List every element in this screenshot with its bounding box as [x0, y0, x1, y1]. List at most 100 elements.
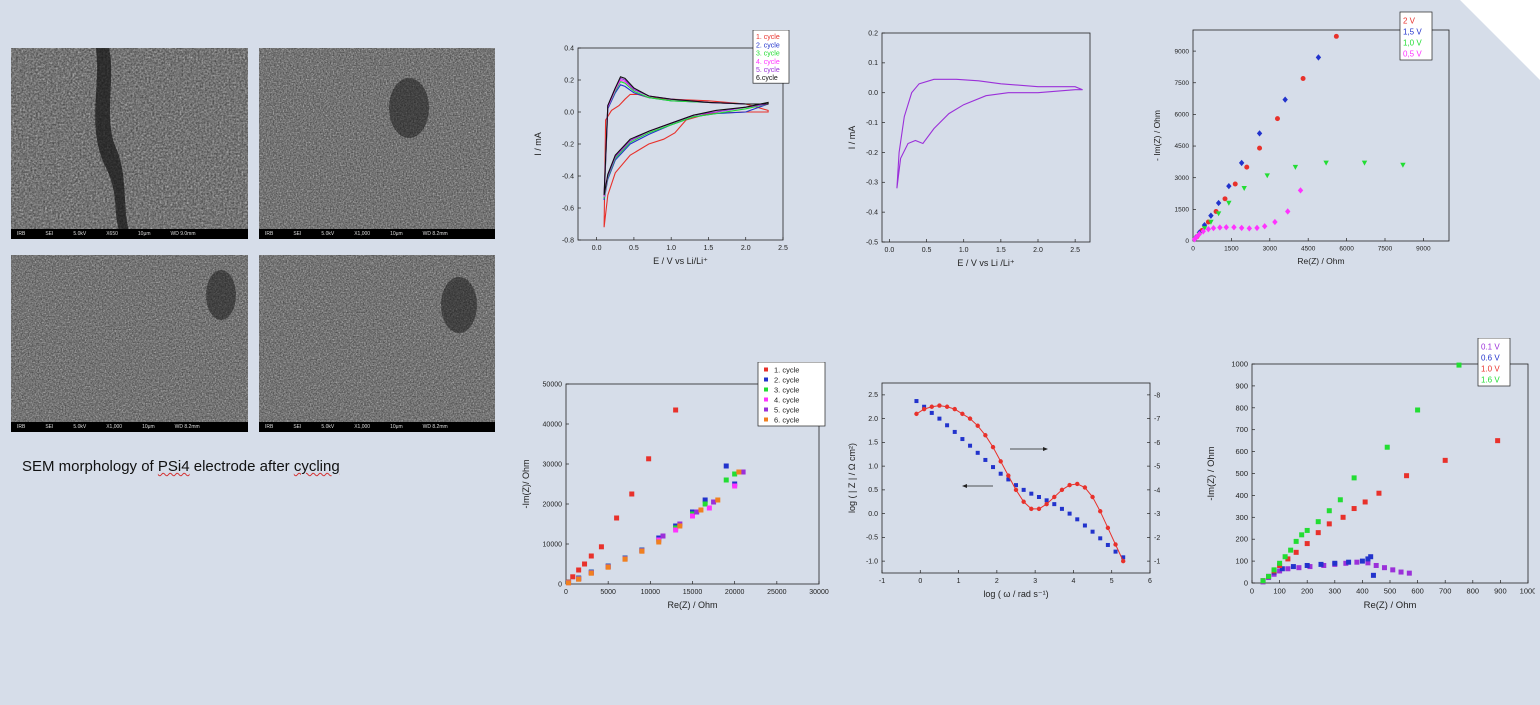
series-2-point: [1067, 482, 1072, 488]
y-tick-label: 6000: [1175, 112, 1190, 119]
series-2-point: [1036, 506, 1042, 512]
legend-label: 6. cycle: [774, 416, 799, 425]
y-tick-label: 200: [1235, 535, 1248, 544]
series-1-line: [603, 93, 769, 228]
series-1-point: [1075, 517, 1080, 522]
y-tick-label: 300: [1235, 513, 1248, 522]
series-2-point: [1021, 499, 1026, 504]
series-4-point: [1456, 362, 1462, 368]
y-tick-label: 0.1: [868, 60, 878, 67]
series-4-point: [1271, 567, 1277, 573]
series-2-point: [1208, 212, 1214, 219]
series-2-point: [1238, 159, 1245, 167]
x-tick-label: 1.0: [959, 247, 969, 254]
y-tick-label: 10000: [543, 541, 563, 548]
series-3-point: [1304, 541, 1310, 547]
plot-frame: [1192, 29, 1450, 242]
series-2-point: [1113, 542, 1118, 547]
series-4-point: [1326, 508, 1332, 514]
caption-text-4: cycling: [293, 458, 340, 475]
y-tick-label: 2.5: [868, 392, 878, 399]
series-6-point: [698, 507, 704, 513]
legend-label: 6.cycle: [756, 75, 778, 82]
legend-swatch: [764, 397, 768, 402]
series-2-point: [914, 411, 919, 417]
x-tick-label: 5: [1110, 578, 1114, 585]
legend-swatch: [764, 407, 768, 412]
x-tick-label: 800: [1467, 587, 1480, 596]
x-axis-label: E / V vs Li /Li⁺: [957, 258, 1015, 268]
x-tick-label: 5000: [600, 589, 616, 596]
series-4-point: [1315, 519, 1321, 525]
series-1-point: [960, 437, 965, 442]
series-1-point: [1222, 196, 1228, 202]
series-1-point: [1275, 116, 1280, 122]
series-1-point: [1232, 181, 1238, 187]
series-1-point: [1006, 477, 1011, 482]
series-2-point: [983, 433, 988, 438]
series-2-point: [1059, 487, 1065, 493]
x-tick-label: 200: [1301, 587, 1314, 596]
series-6-line: [603, 76, 769, 196]
y-tick-label: -0.4: [866, 209, 878, 216]
x-tick-label: 1.0: [666, 245, 676, 252]
series-1-point: [1300, 76, 1306, 82]
series-4-point: [1246, 225, 1253, 232]
legend-label: 0.6 V: [1481, 353, 1500, 362]
series-1-point: [945, 423, 950, 428]
x-tick-label: 30000: [809, 589, 829, 596]
x-tick-label: 300: [1329, 587, 1342, 596]
series-4-point: [1231, 224, 1237, 231]
series-4-point: [1351, 475, 1357, 481]
legend-box: [1399, 11, 1433, 61]
series-6-point: [588, 570, 594, 576]
y-tick-label: 50000: [543, 381, 563, 388]
x-tick-label: -1: [879, 578, 885, 585]
series-4-point: [1299, 532, 1305, 538]
series-1-point: [1381, 565, 1387, 571]
series-3-point: [1326, 521, 1332, 527]
x-tick-label: 10000: [641, 589, 661, 596]
series-4-point: [1285, 208, 1291, 215]
series-2-point: [1044, 501, 1049, 507]
series-1-point: [614, 515, 620, 521]
y-tick-label: 600: [1235, 447, 1248, 456]
sem-texture: [259, 255, 495, 432]
series-1-point: [1354, 559, 1360, 565]
series-3-point: [1215, 211, 1222, 217]
sem-image-4: IRB SEI 5.0kV X1,000 10μm WD 8.2mm: [259, 255, 495, 432]
plot-frame: [881, 382, 1151, 574]
x-tick-label: 15000: [683, 589, 703, 596]
sem-caption: SEM morphology of PSi4 electrode after c…: [22, 458, 340, 475]
series-3-point: [1495, 438, 1501, 444]
series-2-point: [1346, 559, 1352, 565]
series-5-point: [660, 533, 666, 539]
y-tick-label: 30000: [543, 461, 563, 468]
series-2-point: [1052, 494, 1057, 500]
arrow-head: [962, 484, 967, 488]
x-tick-label: 0: [918, 578, 922, 585]
x-tick-label: 1.5: [704, 245, 714, 252]
series-1-point: [968, 443, 973, 448]
series-2-point: [1075, 481, 1080, 487]
series-1-point: [1277, 568, 1283, 574]
y2-tick-label: -60: [1154, 440, 1160, 447]
x-tick-label: 25000: [767, 589, 787, 596]
series-2-point: [1006, 473, 1011, 478]
series-1-point: [1296, 565, 1302, 571]
y-tick-label: 1500: [1175, 207, 1190, 214]
y2-tick-label: -70: [1154, 416, 1160, 423]
y-axis-label: -Im(Z)/ Ohm: [521, 460, 531, 509]
series-2-point: [1098, 509, 1103, 514]
series-3-point: [1323, 160, 1329, 166]
series-3-point: [1315, 530, 1321, 536]
series-2-point: [1029, 506, 1034, 512]
x-tick-label: 0.5: [922, 247, 932, 254]
y-tick-label: 0: [1244, 579, 1248, 588]
series-1-point: [598, 544, 604, 550]
x-tick-label: 0.5: [629, 245, 639, 252]
x-tick-label: 4500: [1301, 246, 1316, 253]
series-1-point: [1113, 549, 1118, 554]
series-3-point: [1361, 160, 1368, 166]
series-2-point: [723, 463, 729, 469]
